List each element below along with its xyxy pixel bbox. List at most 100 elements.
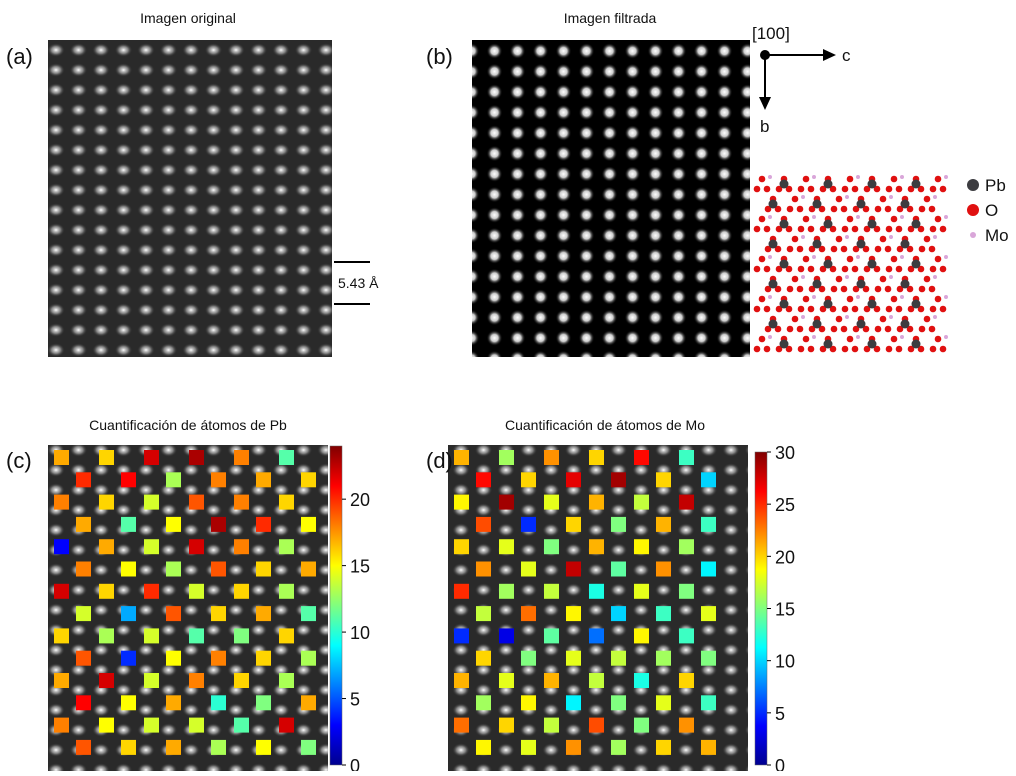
atom-count: [279, 494, 294, 510]
atom-count: [189, 539, 204, 555]
panel-title: Cuantificación de átomos de Pb: [89, 417, 287, 433]
atom-count: [634, 673, 649, 688]
mo-atom: [944, 335, 948, 339]
atom-count: [566, 561, 581, 577]
atom-count: [301, 516, 316, 532]
atom-count: [679, 539, 694, 555]
o-atom: [896, 325, 904, 333]
o-atom: [873, 225, 881, 233]
o-atom: [775, 305, 783, 313]
mo-atom: [812, 215, 816, 219]
atom-count: [589, 539, 604, 555]
o-atom: [786, 245, 794, 253]
mo-atom: [900, 215, 904, 219]
o-atom: [802, 335, 810, 343]
atom-count: [454, 628, 469, 644]
pb-atom: [768, 279, 778, 289]
pb-atom: [823, 339, 833, 349]
o-atom: [835, 275, 843, 283]
o-atom: [923, 275, 931, 283]
atom-count: [544, 628, 559, 644]
o-atom: [807, 225, 815, 233]
o-atom: [863, 185, 871, 193]
mo-atom: [889, 275, 893, 279]
atom-count: [301, 561, 316, 577]
atom-count: [99, 628, 114, 644]
atom-count: [166, 695, 181, 711]
o-atom: [753, 305, 761, 313]
atom-count: [301, 606, 316, 622]
o-atom: [923, 195, 931, 203]
atom-count: [256, 739, 271, 755]
o-atom: [841, 305, 849, 313]
o-atom: [890, 295, 898, 303]
atom-count: [611, 650, 626, 666]
pb-atom: [911, 259, 921, 269]
atom-count: [121, 561, 136, 577]
pb-atom: [779, 179, 789, 189]
atom-count: [234, 494, 249, 510]
atom-count: [121, 472, 136, 488]
pb-atom: [900, 199, 910, 209]
o-atom: [829, 345, 837, 353]
o-atom: [906, 325, 914, 333]
o-atom: [775, 265, 783, 273]
o-atom: [884, 325, 892, 333]
o-atom: [939, 345, 947, 353]
o-atom: [753, 185, 761, 193]
atom-count: [634, 450, 649, 465]
o-atom: [829, 185, 837, 193]
arrow-head: [759, 97, 771, 110]
o-atom: [851, 185, 859, 193]
o-atom: [841, 345, 849, 353]
o-atom: [758, 175, 766, 183]
atom-count: [211, 561, 226, 577]
o-atom: [796, 245, 804, 253]
atom-count: [499, 539, 514, 555]
atom-count: [301, 739, 316, 755]
atom-count: [121, 650, 136, 666]
atom-count: [679, 494, 694, 510]
o-atom: [862, 325, 870, 333]
atom-count: [499, 494, 514, 510]
atom-count: [54, 673, 69, 688]
o-atom: [802, 295, 810, 303]
o-atom: [841, 185, 849, 193]
o-atom: [758, 335, 766, 343]
atom-count: [144, 628, 159, 644]
atom-count: [454, 717, 469, 733]
o-atom: [934, 175, 942, 183]
o-atom: [879, 195, 887, 203]
atom-count: [566, 650, 581, 666]
atom-count: [76, 695, 91, 711]
o-atom: [796, 205, 804, 213]
o-atom: [896, 285, 904, 293]
mo-atom: [933, 315, 937, 319]
o-atom: [818, 325, 826, 333]
pb-atom: [911, 339, 921, 349]
o-atom: [907, 305, 915, 313]
atom-count: [301, 472, 316, 488]
o-atom: [873, 345, 881, 353]
atom-count: [679, 583, 694, 599]
atom-count: [256, 516, 271, 532]
atom-count: [234, 539, 249, 555]
o-atom: [873, 305, 881, 313]
colorbar: [754, 451, 768, 766]
atom-count: [611, 606, 626, 622]
o-atom: [785, 345, 793, 353]
o-atom: [907, 345, 915, 353]
atom-count: [76, 650, 91, 666]
atom-count: [189, 628, 204, 644]
pb-atom: [900, 319, 910, 329]
o-atom: [906, 205, 914, 213]
panel-title: Imagen original: [140, 10, 236, 26]
pb-atom: [867, 299, 877, 309]
scale-label: 5.43 Å: [338, 275, 379, 291]
atom-count: [634, 494, 649, 510]
pb-atom: [768, 199, 778, 209]
pb-atom: [856, 199, 866, 209]
o-atom: [939, 185, 947, 193]
o-atom: [774, 325, 782, 333]
o-atom: [885, 185, 893, 193]
